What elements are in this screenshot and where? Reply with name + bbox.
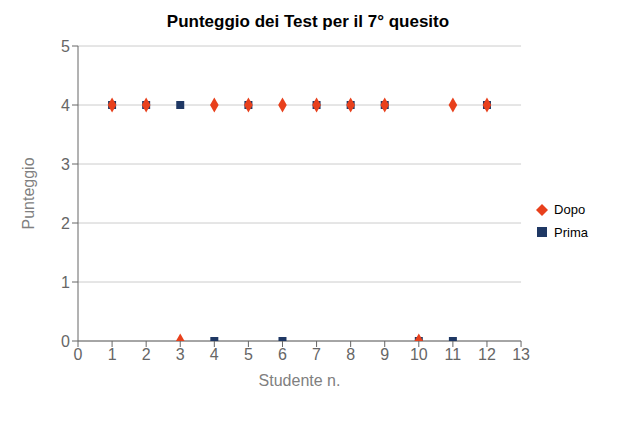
html-text:Punteggio dei Test per il 7° q: Punteggio dei Test per il 7° quesito — [166, 12, 450, 31]
svg-text:13: 13 — [512, 346, 530, 363]
svg-text:4: 4 — [61, 97, 70, 114]
svg-text:3: 3 — [176, 346, 185, 363]
svg-text:2: 2 — [142, 346, 151, 363]
svg-text:Studente n.: Studente n. — [259, 372, 341, 389]
svg-text:0: 0 — [61, 333, 70, 350]
svg-text:0: 0 — [74, 346, 83, 363]
svg-text:Punteggio: Punteggio — [20, 157, 37, 229]
svg-text:5: 5 — [244, 346, 253, 363]
svg-text:1: 1 — [61, 274, 70, 291]
svg-text:3: 3 — [61, 156, 70, 173]
html-text:Dopo: Dopo — [554, 202, 586, 218]
svg-text:4: 4 — [210, 346, 219, 363]
html-text:Prima: Prima — [554, 224, 588, 240]
svg-text:1: 1 — [108, 346, 117, 363]
svg-text:10: 10 — [410, 346, 428, 363]
svg-text:6: 6 — [278, 346, 287, 363]
svg-text:8: 8 — [346, 346, 355, 363]
svg-text:12: 12 — [478, 346, 496, 363]
svg-text:7: 7 — [312, 346, 321, 363]
svg-text:11: 11 — [445, 346, 462, 363]
svg-text:2: 2 — [61, 215, 70, 232]
svg-text:9: 9 — [380, 346, 389, 363]
svg-text:5: 5 — [61, 38, 70, 55]
